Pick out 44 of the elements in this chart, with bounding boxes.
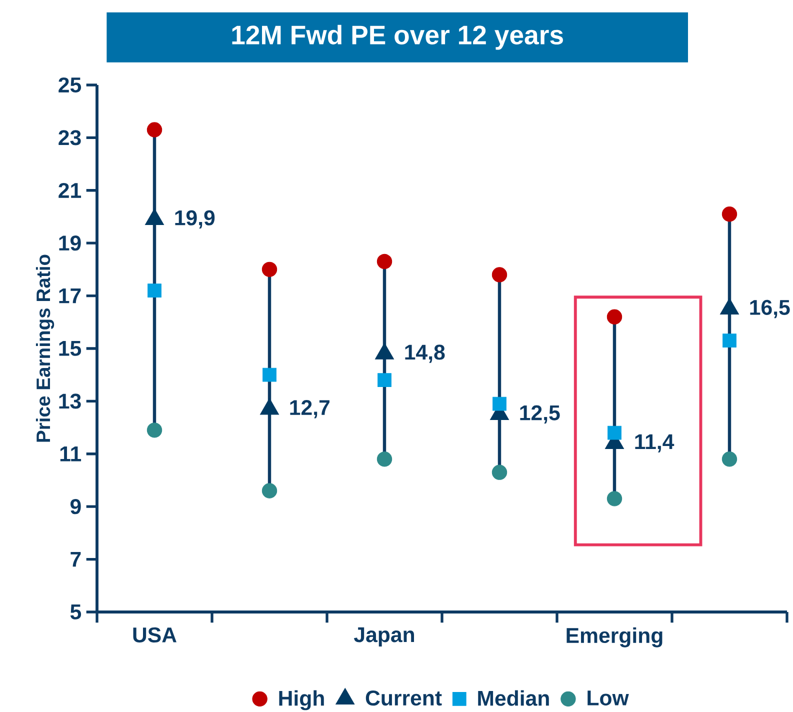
point (148, 284, 162, 298)
y-tick-label: 25 (58, 77, 82, 93)
point (376, 254, 392, 270)
y-axis-title: Price Earnings Ratio (36, 254, 54, 442)
point (606, 309, 622, 324)
point (376, 452, 392, 467)
point (146, 122, 162, 138)
legend-label: Median (478, 690, 549, 706)
legend-label: High (279, 690, 324, 710)
x-tick-label: USA (133, 627, 176, 642)
point (492, 396, 506, 411)
point (608, 426, 622, 440)
point (262, 368, 276, 382)
point (262, 262, 278, 278)
data-label: 11,4 (635, 434, 674, 452)
y-tick-label: 7 (70, 552, 81, 567)
point (492, 267, 508, 282)
y-tick-label: 13 (59, 394, 81, 409)
point (722, 334, 736, 348)
y-tick-label: 21 (58, 182, 82, 198)
data-label: 12,7 (290, 400, 330, 418)
y-tick-label: 19 (59, 236, 81, 251)
y-tick-label: 11 (60, 446, 82, 462)
y-tick-label: 15 (59, 341, 82, 356)
x-tick-label: Emerging (566, 627, 662, 648)
point (262, 483, 278, 498)
y-tick-label: 23 (58, 130, 81, 146)
legend-label: Current (366, 690, 442, 706)
point (492, 464, 508, 480)
point (606, 491, 622, 506)
y-tick-label: 5 (70, 604, 82, 620)
y-tick-label: 9 (70, 499, 81, 514)
point (722, 452, 738, 467)
data-label: 12,5 (520, 405, 560, 424)
point (146, 422, 162, 438)
point (378, 373, 392, 388)
chart-title: 12M Fwd PE over 12 years (232, 24, 563, 50)
y-tick-label: 17 (59, 288, 81, 304)
data-label: 14,8 (405, 344, 445, 363)
legend-label: Low (588, 690, 629, 706)
x-tick-label: Japan (354, 627, 414, 646)
data-label: 16,5 (750, 300, 790, 318)
point (722, 206, 738, 222)
data-label: 19,9 (175, 210, 215, 228)
